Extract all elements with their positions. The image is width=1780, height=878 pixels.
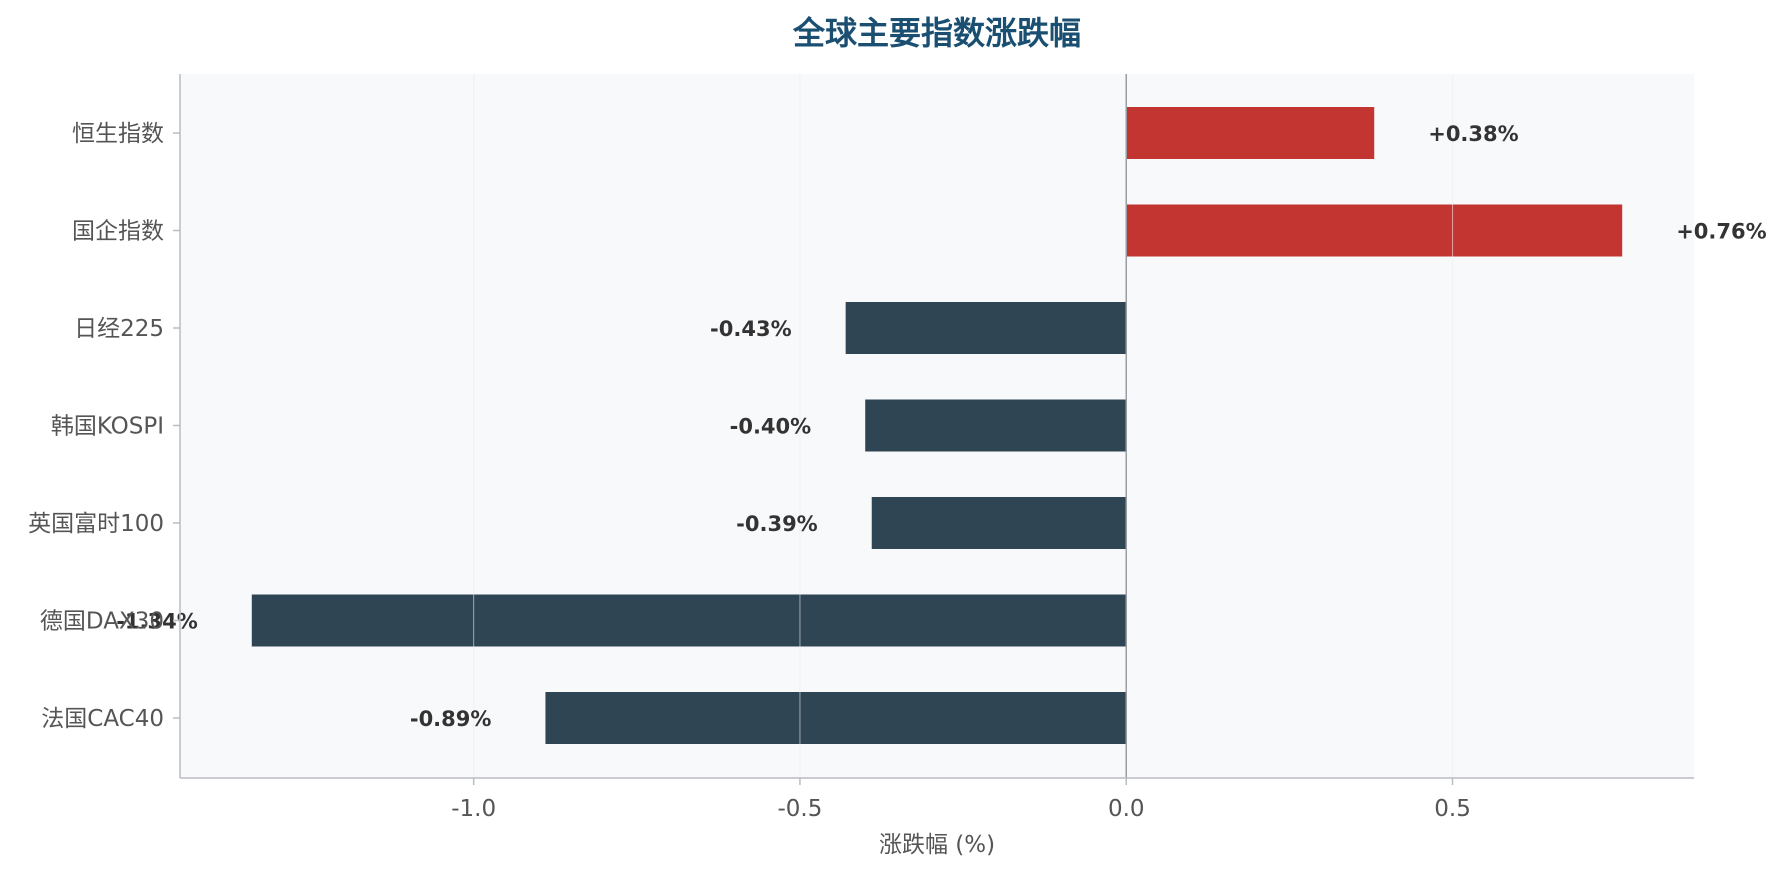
bar [251,594,1127,647]
x-tick-label: 0.0 [1108,796,1145,822]
y-tick-label: 法国CAC40 [41,706,164,732]
y-tick-label: 英国富时100 [28,511,164,537]
bar-value-label: -0.40% [730,415,812,439]
x-axis-label: 涨跌幅 (%) [879,832,995,858]
bar-value-label: -0.89% [410,707,492,731]
y-tick-label: 德国DAX30 [40,609,164,635]
bar-labels: +0.38% +0.76% -0.43% -0.40% -0.39% -1.34% -0.8… [116,122,1766,731]
bar-value-label: -0.43% [710,317,792,341]
chart-title: 全球主要指数涨跌幅 [792,14,1081,52]
bars [251,107,1623,744]
x-tick-label: -1.0 [451,796,496,822]
y-tick-label: 韩国KOSPI [51,414,164,440]
y-tick-label: 日经225 [74,316,164,342]
bar [871,497,1127,549]
bar-value-label: -1.34% [116,610,198,634]
bar [545,692,1127,744]
x-ticks: -1.0 -0.5 0.0 0.5 [451,778,1471,822]
bar-value-label: -0.39% [736,512,818,536]
y-tick-label: 恒生指数 [72,121,164,147]
x-tick-label: -0.5 [778,796,823,822]
bar [865,399,1127,452]
bar [1126,107,1375,159]
x-tick-label: 0.5 [1434,796,1471,822]
bar-value-label: +0.38% [1428,122,1518,146]
bar [845,302,1127,354]
y-tick-label: 国企指数 [72,219,164,245]
bar-value-label: +0.76% [1676,220,1766,244]
bar [1126,204,1623,257]
